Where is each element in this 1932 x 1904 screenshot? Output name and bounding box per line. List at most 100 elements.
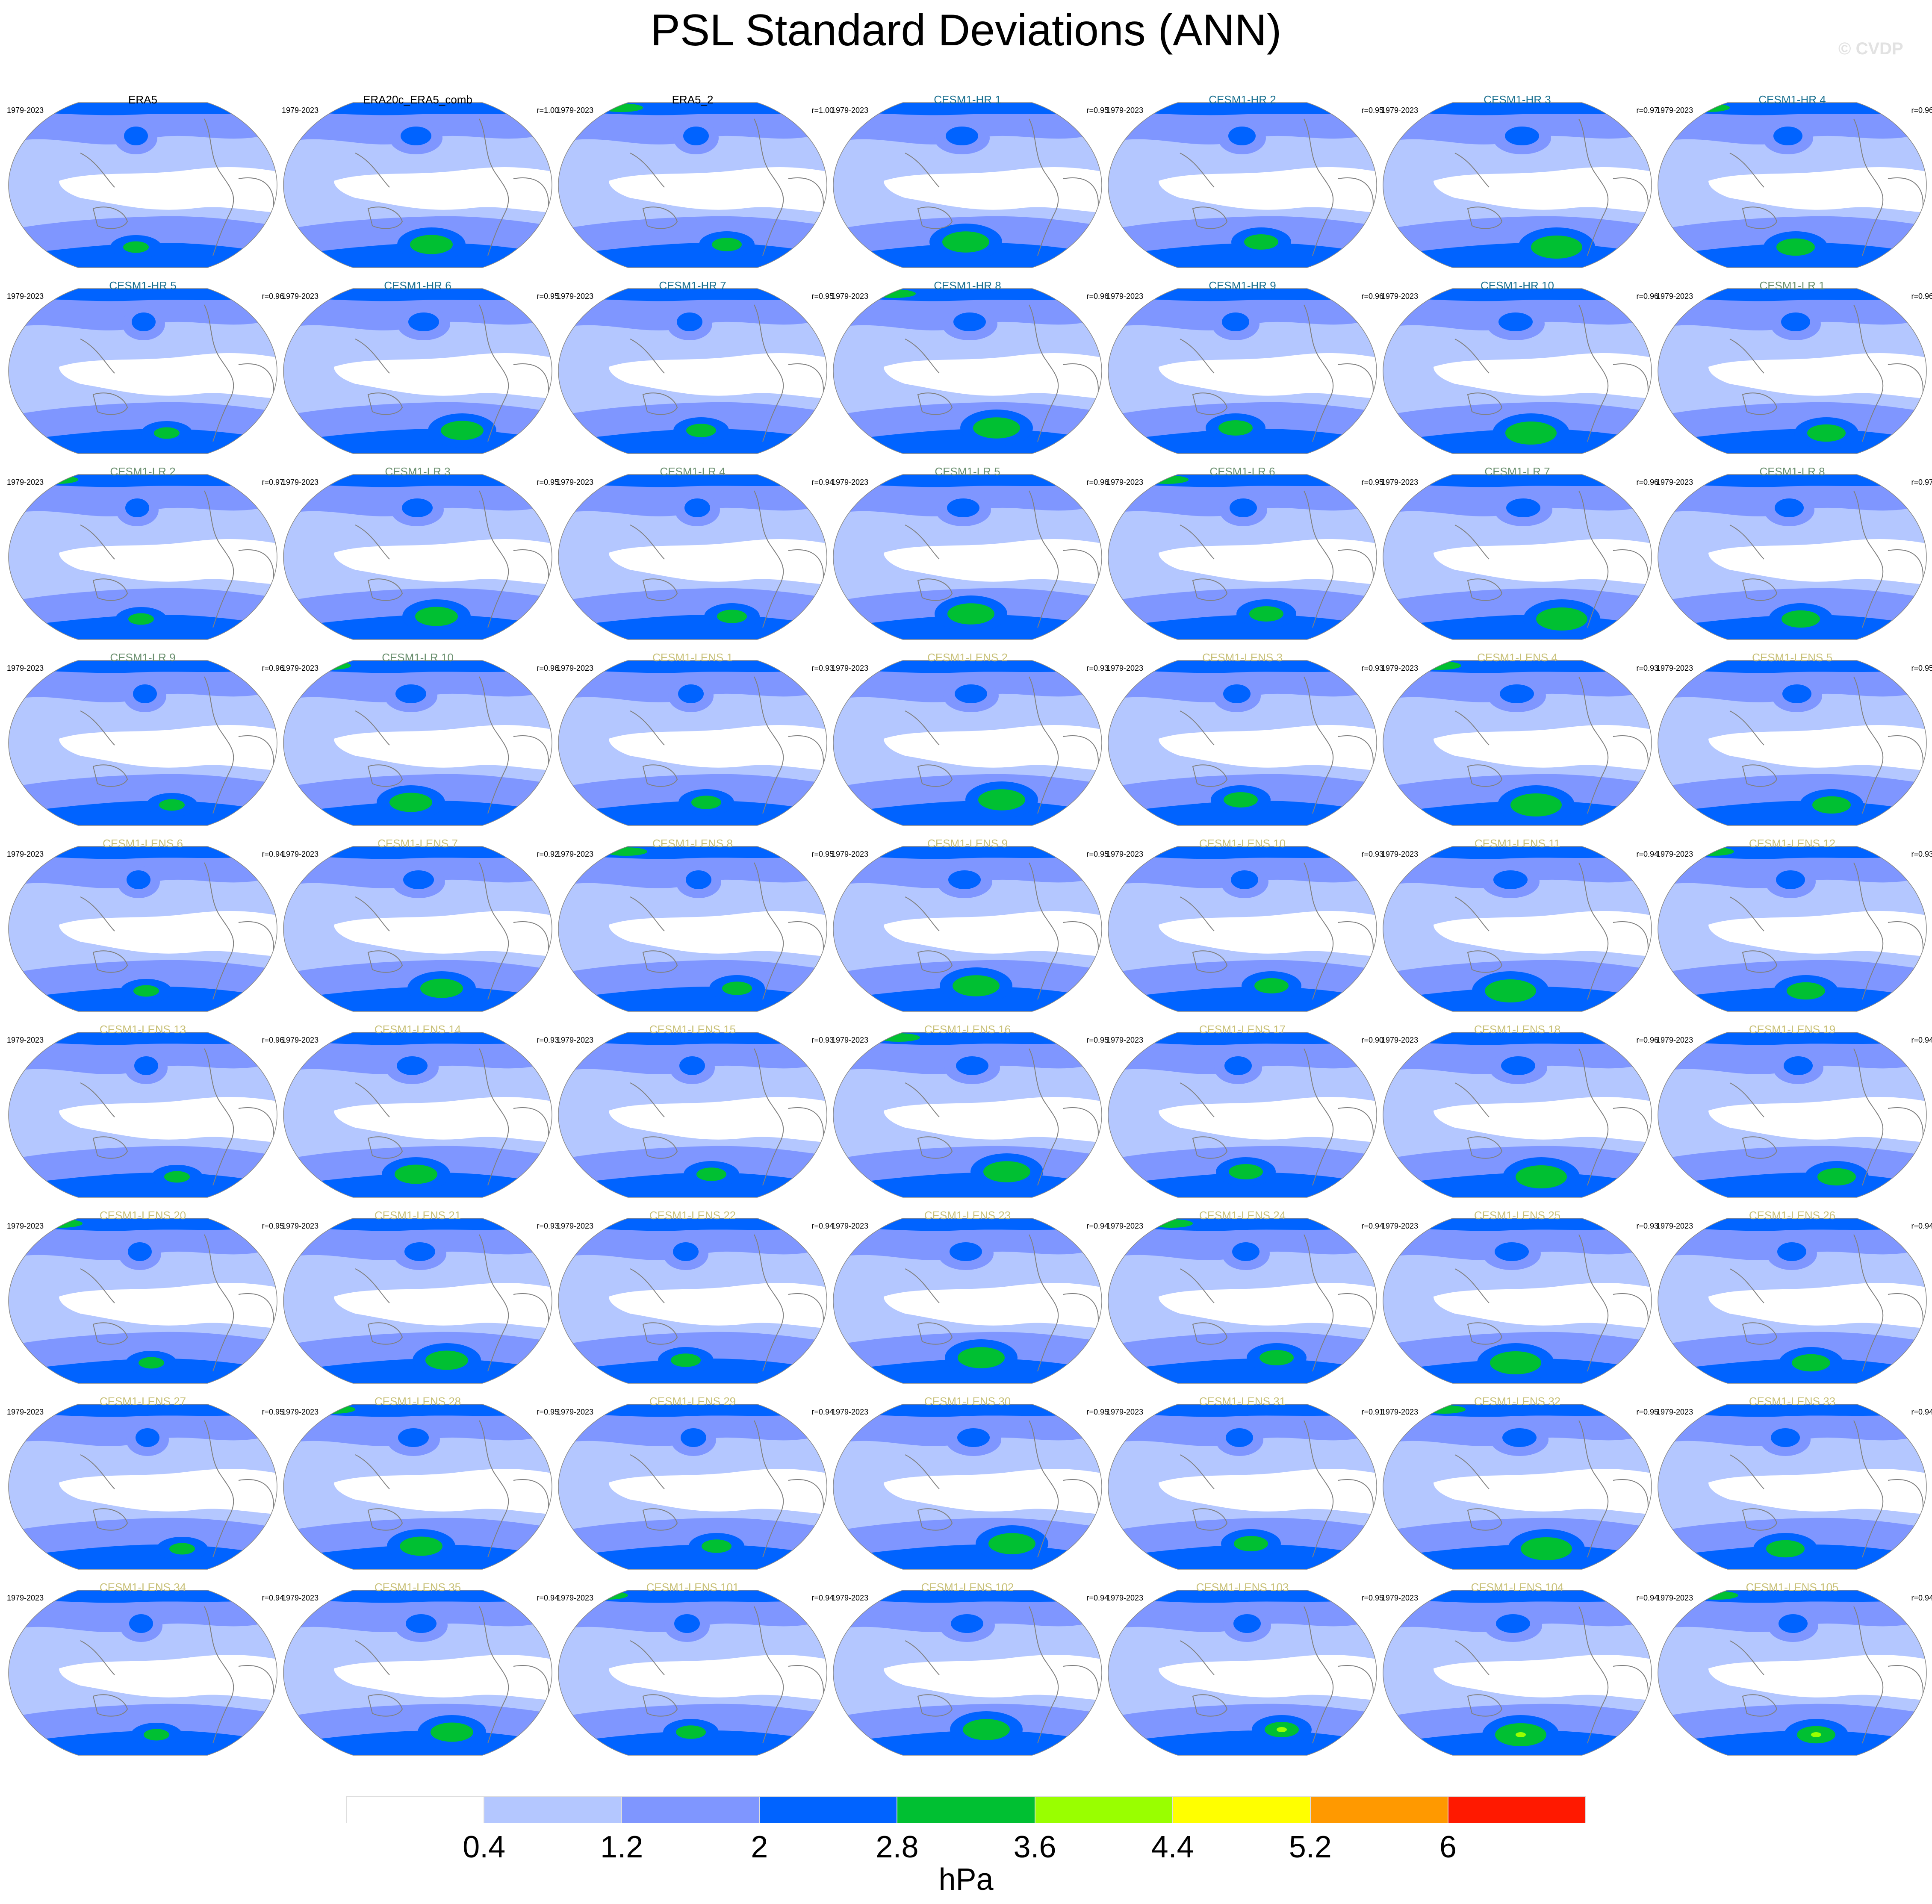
model-label: CESM1-LR 5 (935, 465, 1000, 478)
period-label: 1979-2023 (1381, 1594, 1419, 1602)
period-label: 1979-2023 (1656, 1408, 1693, 1416)
period-label: 1979-2023 (282, 1036, 319, 1044)
period-label: 1979-2023 (557, 478, 594, 486)
psl-stddev-map (558, 102, 827, 268)
period-label: 1979-2023 (1656, 664, 1693, 672)
period-label: 1979-2023 (282, 1408, 319, 1416)
pattern-correlation: r=0.96 (537, 664, 559, 672)
psl-stddev-map (283, 288, 552, 454)
pattern-correlation: r=0.93 (1911, 850, 1932, 858)
pattern-correlation: r=0.93 (811, 664, 834, 672)
map-panel: CESM1-LENS 15 1979-2023 r=0.93 (556, 1023, 834, 1207)
map-panel: CESM1-LENS 11 1979-2023 r=0.94 (1380, 837, 1658, 1021)
model-label: CESM1-HR 2 (1209, 93, 1276, 106)
pattern-correlation: r=1.00 (537, 106, 559, 115)
period-label: 1979-2023 (1106, 1036, 1144, 1044)
psl-stddev-map (558, 474, 827, 640)
period-label: 1979-2023 (282, 478, 319, 486)
map-panel: CESM1-LENS 17 1979-2023 r=0.90 (1106, 1023, 1383, 1207)
map-panel: CESM1-LR 2 1979-2023 r=0.97 (6, 465, 284, 649)
model-label: CESM1-LENS 3 (1202, 651, 1283, 664)
map-panel: CESM1-LENS 13 1979-2023 r=0.96 (6, 1023, 284, 1207)
pattern-correlation: r=0.94 (1911, 1408, 1932, 1416)
pattern-correlation: r=0.96 (1911, 292, 1932, 301)
psl-stddev-map (283, 1218, 552, 1384)
model-label: CESM1-LENS 28 (374, 1395, 461, 1408)
psl-stddev-map (1108, 288, 1377, 454)
psl-stddev-map (1108, 846, 1377, 1012)
model-label: CESM1-LR 8 (1759, 465, 1825, 478)
psl-stddev-map (8, 1218, 277, 1384)
psl-stddev-map (8, 1590, 277, 1756)
model-label: CESM1-LENS 17 (1199, 1023, 1286, 1036)
pattern-correlation: r=0.95 (1636, 1408, 1658, 1416)
pattern-correlation: r=0.97 (262, 478, 284, 486)
model-label: CESM1-LENS 1 (652, 651, 733, 664)
map-panel: CESM1-LR 1 1979-2023 r=0.96 (1655, 279, 1932, 463)
model-label: ERA5 (128, 93, 157, 106)
map-panel: CESM1-LENS 22 1979-2023 r=0.94 (556, 1209, 834, 1393)
period-label: 1979-2023 (1656, 1036, 1693, 1044)
model-label: CESM1-LENS 22 (649, 1209, 736, 1222)
pattern-correlation: r=0.94 (1636, 1594, 1658, 1602)
map-panel: CESM1-LENS 6 1979-2023 r=0.94 (6, 837, 284, 1021)
psl-stddev-map (1383, 474, 1652, 640)
psl-stddev-map (1658, 846, 1927, 1012)
model-label: CESM1-LR 6 (1209, 465, 1275, 478)
model-label: CESM1-LENS 15 (649, 1023, 736, 1036)
pattern-correlation: r=0.96 (262, 292, 284, 301)
psl-stddev-map (1658, 474, 1927, 640)
period-label: 1979-2023 (7, 850, 44, 858)
pattern-correlation: r=0.94 (262, 850, 284, 858)
psl-stddev-map (283, 102, 552, 268)
period-label: 1979-2023 (7, 664, 44, 672)
psl-stddev-map (8, 1404, 277, 1570)
period-label: 1979-2023 (832, 106, 869, 115)
model-label: CESM1-LENS 33 (1749, 1395, 1836, 1408)
model-label: CESM1-LENS 32 (1474, 1395, 1561, 1408)
psl-stddev-map (1108, 660, 1377, 826)
pattern-correlation: r=0.96 (1086, 292, 1109, 301)
map-panel: CESM1-LENS 31 1979-2023 r=0.91 (1106, 1395, 1383, 1579)
model-label: CESM1-LENS 105 (1746, 1581, 1839, 1594)
pattern-correlation: r=0.95 (1361, 478, 1383, 486)
pattern-correlation: r=0.96 (1636, 478, 1658, 486)
colorbar-unit: hPa (938, 1863, 994, 1897)
model-label: CESM1-LENS 27 (99, 1395, 186, 1408)
model-label: CESM1-LENS 9 (927, 837, 1008, 850)
psl-stddev-map (283, 660, 552, 826)
colorbar-box (622, 1796, 760, 1823)
model-label: CESM1-HR 4 (1758, 93, 1826, 106)
colorbar-box (759, 1796, 897, 1823)
pattern-correlation: r=0.93 (1636, 1222, 1658, 1230)
map-panel: CESM1-LENS 24 1979-2023 r=0.94 (1106, 1209, 1383, 1393)
colorbar-tick-label: 0.4 (463, 1830, 506, 1864)
psl-stddev-map (283, 1032, 552, 1198)
model-label: CESM1-LR 1 (1759, 279, 1825, 292)
map-panel: CESM1-LENS 21 1979-2023 r=0.93 (281, 1209, 559, 1393)
psl-stddev-map (833, 1218, 1102, 1384)
colorbar-tick-label: 2 (751, 1830, 768, 1864)
period-label: 1979-2023 (1381, 1222, 1419, 1230)
period-label: 1979-2023 (832, 292, 869, 301)
map-panel: CESM1-LENS 7 1979-2023 r=0.92 (281, 837, 559, 1021)
psl-stddev-map (1383, 1032, 1652, 1198)
map-panel: CESM1-LENS 8 1979-2023 r=0.95 (556, 837, 834, 1021)
model-label: ERA5_2 (672, 93, 714, 106)
model-label: CESM1-LENS 25 (1474, 1209, 1561, 1222)
pattern-correlation: r=0.96 (1636, 1036, 1658, 1044)
model-label: CESM1-LR 7 (1484, 465, 1550, 478)
map-panel: CESM1-LENS 23 1979-2023 r=0.94 (831, 1209, 1109, 1393)
pattern-correlation: r=0.96 (1361, 292, 1383, 301)
pattern-correlation: r=0.90 (1361, 1036, 1383, 1044)
psl-stddev-map (1108, 474, 1377, 640)
map-panel: CESM1-LENS 103 1979-2023 r=0.95 (1106, 1581, 1383, 1765)
pattern-correlation: r=0.94 (1086, 1222, 1109, 1230)
psl-stddev-map (8, 1032, 277, 1198)
psl-stddev-map (558, 1590, 827, 1756)
period-label: 1979-2023 (557, 106, 594, 115)
map-panel: CESM1-LENS 14 1979-2023 r=0.93 (281, 1023, 559, 1207)
map-panel: CESM1-LENS 20 1979-2023 r=0.95 (6, 1209, 284, 1393)
psl-stddev-map (1108, 1404, 1377, 1570)
period-label: 1979-2023 (1656, 1222, 1693, 1230)
